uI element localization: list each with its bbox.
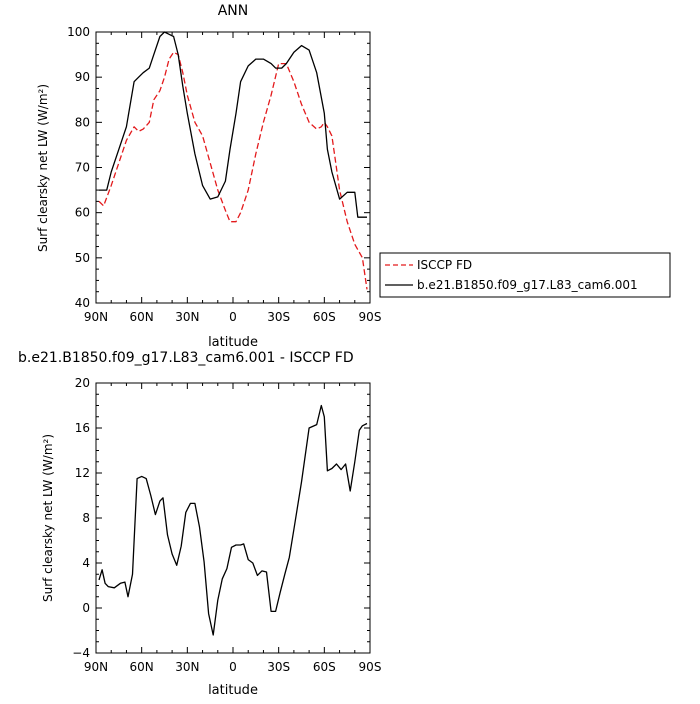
y-tick-label: 20 [75, 376, 90, 390]
chart-bottom-title: b.e21.B1850.f09_g17.L83_cam6.001 - ISCCP… [18, 350, 354, 366]
x-tick-label: 30S [267, 310, 290, 324]
x-tick-label: 60S [313, 660, 336, 674]
x-tick-label: 0 [229, 310, 237, 324]
chart-top-y-axis-label: Surf clearsky net LW (W/m²) [36, 84, 50, 252]
y-tick-label: 100 [67, 25, 90, 39]
x-tick-label: 60N [130, 310, 154, 324]
chart-top-legend: ISCCP FD b.e21.B1850.f09_g17.L83_cam6.00… [379, 252, 671, 298]
x-tick-label: 60N [130, 660, 154, 674]
y-tick-label: 70 [75, 161, 90, 175]
chart-bottom: b.e21.B1850.f09_g17.L83_cam6.001 - ISCCP… [18, 350, 381, 698]
chart-bottom-x-axis: 90N 60N 30N 0 30S 60S 90S [84, 383, 382, 674]
chart-top-series-line-1 [99, 31, 367, 218]
chart-top-frame [95, 31, 371, 304]
y-tick-label: 8 [82, 511, 90, 525]
chart-bottom-y-axis-label: Surf clearsky net LW (W/m²) [41, 434, 55, 602]
x-tick-label: 30S [267, 660, 290, 674]
chart-top-series-line-0 [98, 51, 368, 290]
chart-top-y-axis: 40 50 60 70 80 90 100 [67, 25, 370, 310]
x-tick-label: 30N [175, 660, 199, 674]
chart-top-series-group [98, 31, 368, 290]
legend-label-isccp: ISCCP FD [417, 258, 472, 272]
legend-box [379, 252, 671, 298]
chart-top-x-axis: 90N 60N 30N 0 30S 60S 90S [84, 32, 382, 324]
chart-top-title: ANN [218, 3, 249, 19]
y-tick-label: −4 [72, 646, 90, 660]
x-tick-label: 90N [84, 310, 108, 324]
y-tick-label: 60 [75, 206, 90, 220]
chart-bottom-y-axis: −4 0 4 8 12 16 20 [72, 376, 370, 660]
legend-label-model: b.e21.B1850.f09_g17.L83_cam6.001 [417, 278, 638, 292]
chart-bottom-frame [95, 382, 371, 654]
x-tick-label: 90S [359, 660, 382, 674]
x-tick-label: 60S [313, 310, 336, 324]
chart-bottom-series-group [98, 404, 368, 636]
chart-bottom-series-line-0 [98, 404, 368, 636]
x-tick-label: 30N [175, 310, 199, 324]
chart-bottom-x-axis-label: latitude [208, 683, 258, 698]
y-tick-label: 4 [82, 556, 90, 570]
x-tick-label: 90S [359, 310, 382, 324]
y-tick-label: 16 [75, 421, 90, 435]
x-tick-label: 0 [229, 660, 237, 674]
chart-top-x-axis-label: latitude [208, 335, 258, 350]
y-tick-label: 40 [75, 296, 90, 310]
y-tick-label: 90 [75, 70, 90, 84]
y-tick-label: 12 [75, 466, 90, 480]
y-tick-label: 80 [75, 115, 90, 129]
y-tick-label: 0 [82, 601, 90, 615]
x-tick-label: 90N [84, 660, 108, 674]
y-tick-label: 50 [75, 251, 90, 265]
